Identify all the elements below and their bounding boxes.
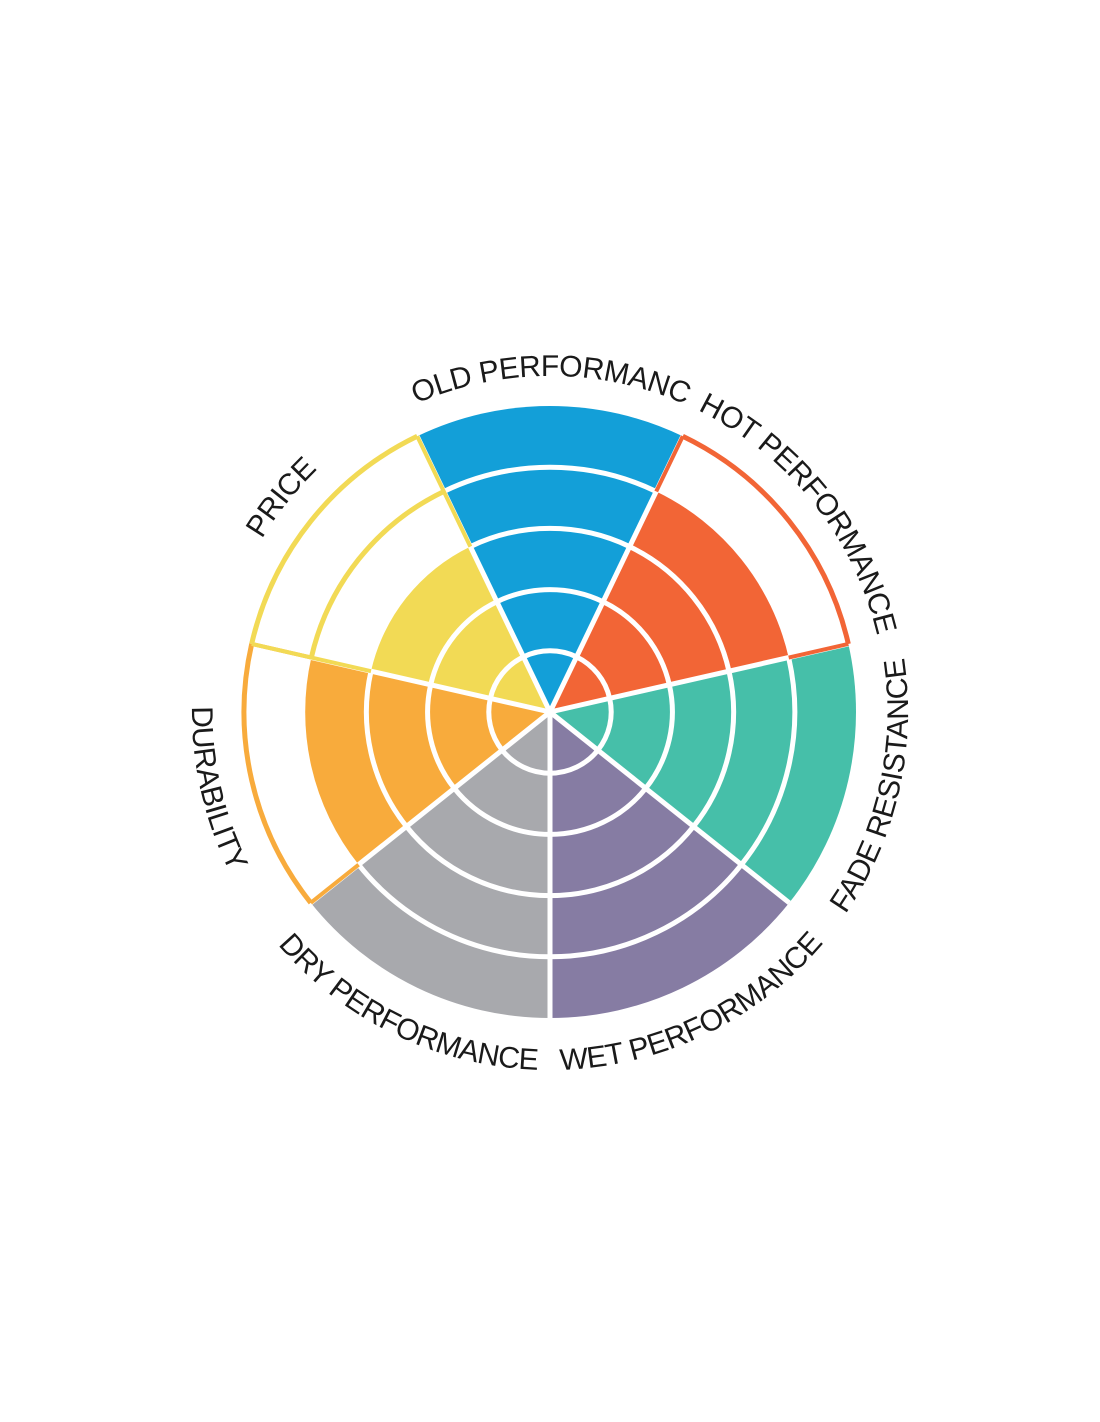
grid-ring-4-dry-performance (356, 863, 551, 960)
wedge-hot-performance (550, 491, 789, 712)
grid-ring-3-wet-performance (549, 824, 696, 899)
grid-ring-1-durability (486, 697, 505, 752)
grid-ring-1-wet-performance (549, 748, 600, 776)
grid-ring-3-fade-resistance (691, 670, 737, 829)
empty-edge-price-1 (415, 435, 473, 548)
empty-edge-hot-performance-0 (654, 435, 685, 493)
grid-ring-2-cold-performance (495, 587, 605, 604)
grid-ring-3-hot-performance (628, 544, 732, 672)
outer-arc-hot-performance (681, 434, 851, 645)
grid-ring-3-cold-performance (469, 525, 631, 549)
grid-ring-2-durability (425, 684, 457, 790)
wedge-dry-performance (310, 712, 550, 1018)
wedge-cold-performance (417, 406, 683, 712)
grid-ring-2-wet-performance (549, 786, 648, 837)
empty-edge-hot-performance-1 (788, 641, 849, 660)
grid-ring-2-price (428, 599, 498, 686)
wedge-fade-resistance (550, 643, 856, 903)
grid-ring-4-wet-performance (549, 863, 744, 960)
wedges-group (305, 406, 856, 1018)
grid-ring-1-hot-performance (575, 654, 613, 700)
grid-ring-3-dry-performance (404, 824, 551, 899)
grid-ring-2-dry-performance (452, 786, 551, 837)
empty-edge-durability-0 (309, 863, 360, 905)
wedge-wet-performance (550, 712, 790, 1018)
grid-ring-4-fade-resistance (739, 656, 798, 867)
label-cold-performance: COLD PERFORMANCE (0, 0, 695, 411)
outer-arc-price (249, 434, 419, 645)
grid-ring-1-dry-performance (500, 748, 551, 776)
grid-ring-2-fade-resistance (643, 684, 675, 790)
grid-ring-3-durability (363, 670, 409, 829)
outer-arc-durability (241, 643, 313, 905)
label-price: PRICE (240, 451, 322, 543)
grid-ring-1-fade-resistance (595, 697, 614, 752)
grid-rings-group (356, 464, 798, 960)
grid-ring-1-price (487, 654, 525, 700)
grid-ring-1-cold-performance (522, 648, 578, 660)
outer-arcs-group (241, 434, 851, 905)
empty-edge-price-0 (251, 641, 372, 674)
empty-level-arc-price (308, 489, 445, 659)
spoke-3 (548, 710, 791, 905)
grid-ring-4-cold-performance (442, 464, 658, 494)
grid-ring-2-hot-performance (602, 599, 672, 686)
